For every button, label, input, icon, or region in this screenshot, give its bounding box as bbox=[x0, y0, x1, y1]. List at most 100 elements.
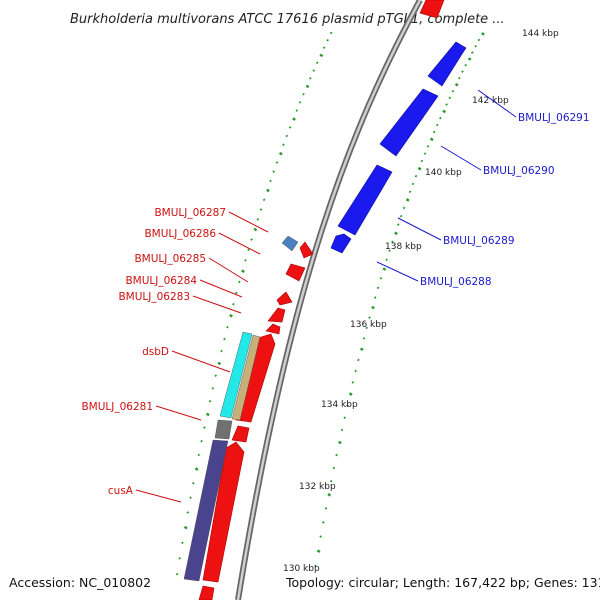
gc-dot bbox=[461, 70, 464, 73]
gene-label-bmulj-06288: BMULJ_06288 bbox=[420, 276, 492, 288]
gene-label-bmulj-06289: BMULJ_06289 bbox=[443, 235, 515, 247]
leader-line bbox=[376, 261, 419, 282]
gc-dot bbox=[439, 116, 442, 120]
gene-label-bmulj-06284: BMULJ_06284 bbox=[125, 275, 197, 287]
gc-dot bbox=[343, 416, 346, 419]
tick-label: 142 kbp bbox=[472, 96, 509, 106]
tick-label: 130 kbp bbox=[283, 564, 320, 574]
gc-dot bbox=[338, 440, 342, 445]
gc-dot bbox=[429, 137, 434, 142]
gc-dot bbox=[327, 493, 332, 497]
gc-dot-tracks bbox=[175, 31, 485, 583]
leader-line bbox=[397, 217, 442, 241]
gc-dot bbox=[467, 57, 472, 61]
leader-line bbox=[155, 405, 202, 421]
gc-dot bbox=[329, 31, 333, 35]
gc-dot bbox=[178, 557, 182, 560]
gc-dot bbox=[382, 267, 387, 271]
gc-dot bbox=[402, 206, 406, 210]
leader-line bbox=[192, 295, 242, 314]
gc-dot bbox=[332, 466, 336, 470]
right-gene-labels: BMULJ_06291 BMULJ_06290 BMULJ_06289 BMUL… bbox=[376, 89, 590, 288]
leader-line bbox=[228, 211, 269, 233]
leader-line bbox=[440, 145, 482, 171]
tick-label: 140 kbp bbox=[425, 168, 462, 178]
gc-dot bbox=[376, 286, 380, 290]
tick-labels: 144 kbp 142 kbp 140 kbp 138 kbp 136 kbp … bbox=[283, 29, 559, 574]
gc-dot bbox=[238, 280, 241, 284]
gc-dot bbox=[481, 32, 485, 36]
gene-label-bmulj-06281: BMULJ_06281 bbox=[81, 401, 153, 413]
gene-arrow-bmulj-06291 bbox=[427, 41, 467, 87]
gc-dot bbox=[205, 412, 210, 417]
minus-strand-track bbox=[198, 241, 314, 601]
gc-dot bbox=[359, 347, 364, 351]
gc-dot bbox=[357, 358, 360, 362]
tick-label: 134 kbp bbox=[321, 400, 358, 410]
gene-label-bmulj-06290: BMULJ_06290 bbox=[483, 165, 555, 177]
gc-dot bbox=[285, 134, 289, 138]
gc-dot bbox=[208, 399, 212, 403]
gc-dot bbox=[194, 467, 199, 471]
gc-dot bbox=[445, 103, 448, 106]
tick-label: 144 kbp bbox=[522, 29, 559, 39]
gene-arrow-top bbox=[419, 0, 445, 19]
gc-dot bbox=[365, 326, 369, 330]
gc-dot bbox=[420, 159, 424, 163]
gc-dot bbox=[223, 337, 226, 341]
gc-dot bbox=[329, 479, 333, 483]
leader-line bbox=[171, 350, 231, 373]
gc-dot bbox=[348, 392, 353, 396]
genome-info-text: Topology: circular; Length: 167,422 bp; … bbox=[285, 575, 600, 590]
purple-band bbox=[183, 439, 229, 582]
gc-dot bbox=[316, 549, 321, 553]
gene-arrow-bmulj-06281 bbox=[231, 425, 250, 443]
leader-line bbox=[135, 489, 182, 503]
gc-dot bbox=[414, 174, 418, 178]
gc-dot bbox=[314, 564, 317, 568]
gc-dot bbox=[181, 541, 184, 545]
gc-dot bbox=[454, 82, 459, 87]
gc-dot bbox=[470, 51, 474, 54]
gene-arrow-bmulj-06286 bbox=[285, 263, 306, 282]
gc-dot bbox=[322, 46, 326, 49]
gc-dot bbox=[411, 182, 415, 186]
gc-dot bbox=[451, 89, 455, 93]
gc-dot bbox=[464, 63, 468, 67]
gc-dot bbox=[292, 117, 296, 121]
gc-dot bbox=[362, 337, 366, 340]
gc-dot bbox=[379, 277, 383, 280]
gc-dot bbox=[217, 361, 222, 366]
gc-dot bbox=[326, 38, 329, 42]
gc-dot bbox=[247, 248, 250, 252]
gc-dot bbox=[214, 374, 218, 377]
gc-dot bbox=[269, 179, 272, 183]
gc-dot bbox=[319, 53, 324, 58]
gc-dot bbox=[354, 369, 357, 373]
leader-line bbox=[218, 232, 261, 255]
gc-dot bbox=[305, 84, 310, 89]
gc-dot bbox=[295, 109, 299, 112]
gc-dot bbox=[442, 109, 446, 114]
gene-arrow-bmulj-06285 bbox=[276, 291, 293, 306]
left-gene-labels: BMULJ_06287 BMULJ_06286 BMULJ_06285 BMUL… bbox=[81, 207, 269, 503]
gc-dot bbox=[391, 240, 394, 244]
gc-dot bbox=[302, 92, 305, 96]
gc-dot bbox=[256, 218, 260, 221]
leader-line bbox=[208, 257, 249, 283]
gc-dot bbox=[275, 161, 279, 164]
gc-dot bbox=[388, 249, 391, 253]
gc-dot bbox=[432, 130, 436, 134]
gc-dot bbox=[457, 76, 461, 80]
gc-dot bbox=[229, 313, 233, 318]
gc-dot bbox=[232, 302, 235, 306]
accession-text: Accession: NC_010802 bbox=[9, 575, 151, 590]
plus-strand-track bbox=[330, 41, 467, 254]
gc-dot bbox=[346, 404, 349, 408]
tick-label: 132 kbp bbox=[299, 482, 336, 492]
gc-dot bbox=[211, 387, 215, 390]
gc-dot bbox=[298, 101, 302, 104]
gc-dot bbox=[200, 439, 203, 443]
tick-label: 138 kbp bbox=[385, 242, 422, 252]
